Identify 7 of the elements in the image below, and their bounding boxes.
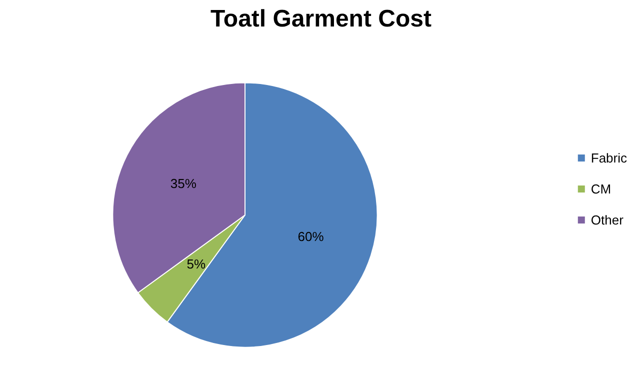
data-label: 60% <box>298 228 324 244</box>
legend-label: CM <box>590 182 612 196</box>
legend-label: Other <box>590 212 624 228</box>
data-label: 5% <box>186 256 206 272</box>
chart-title: Toatl Garment Cost <box>210 6 432 32</box>
legend-label: Fabric <box>590 150 628 166</box>
data-label: 35% <box>170 176 197 192</box>
